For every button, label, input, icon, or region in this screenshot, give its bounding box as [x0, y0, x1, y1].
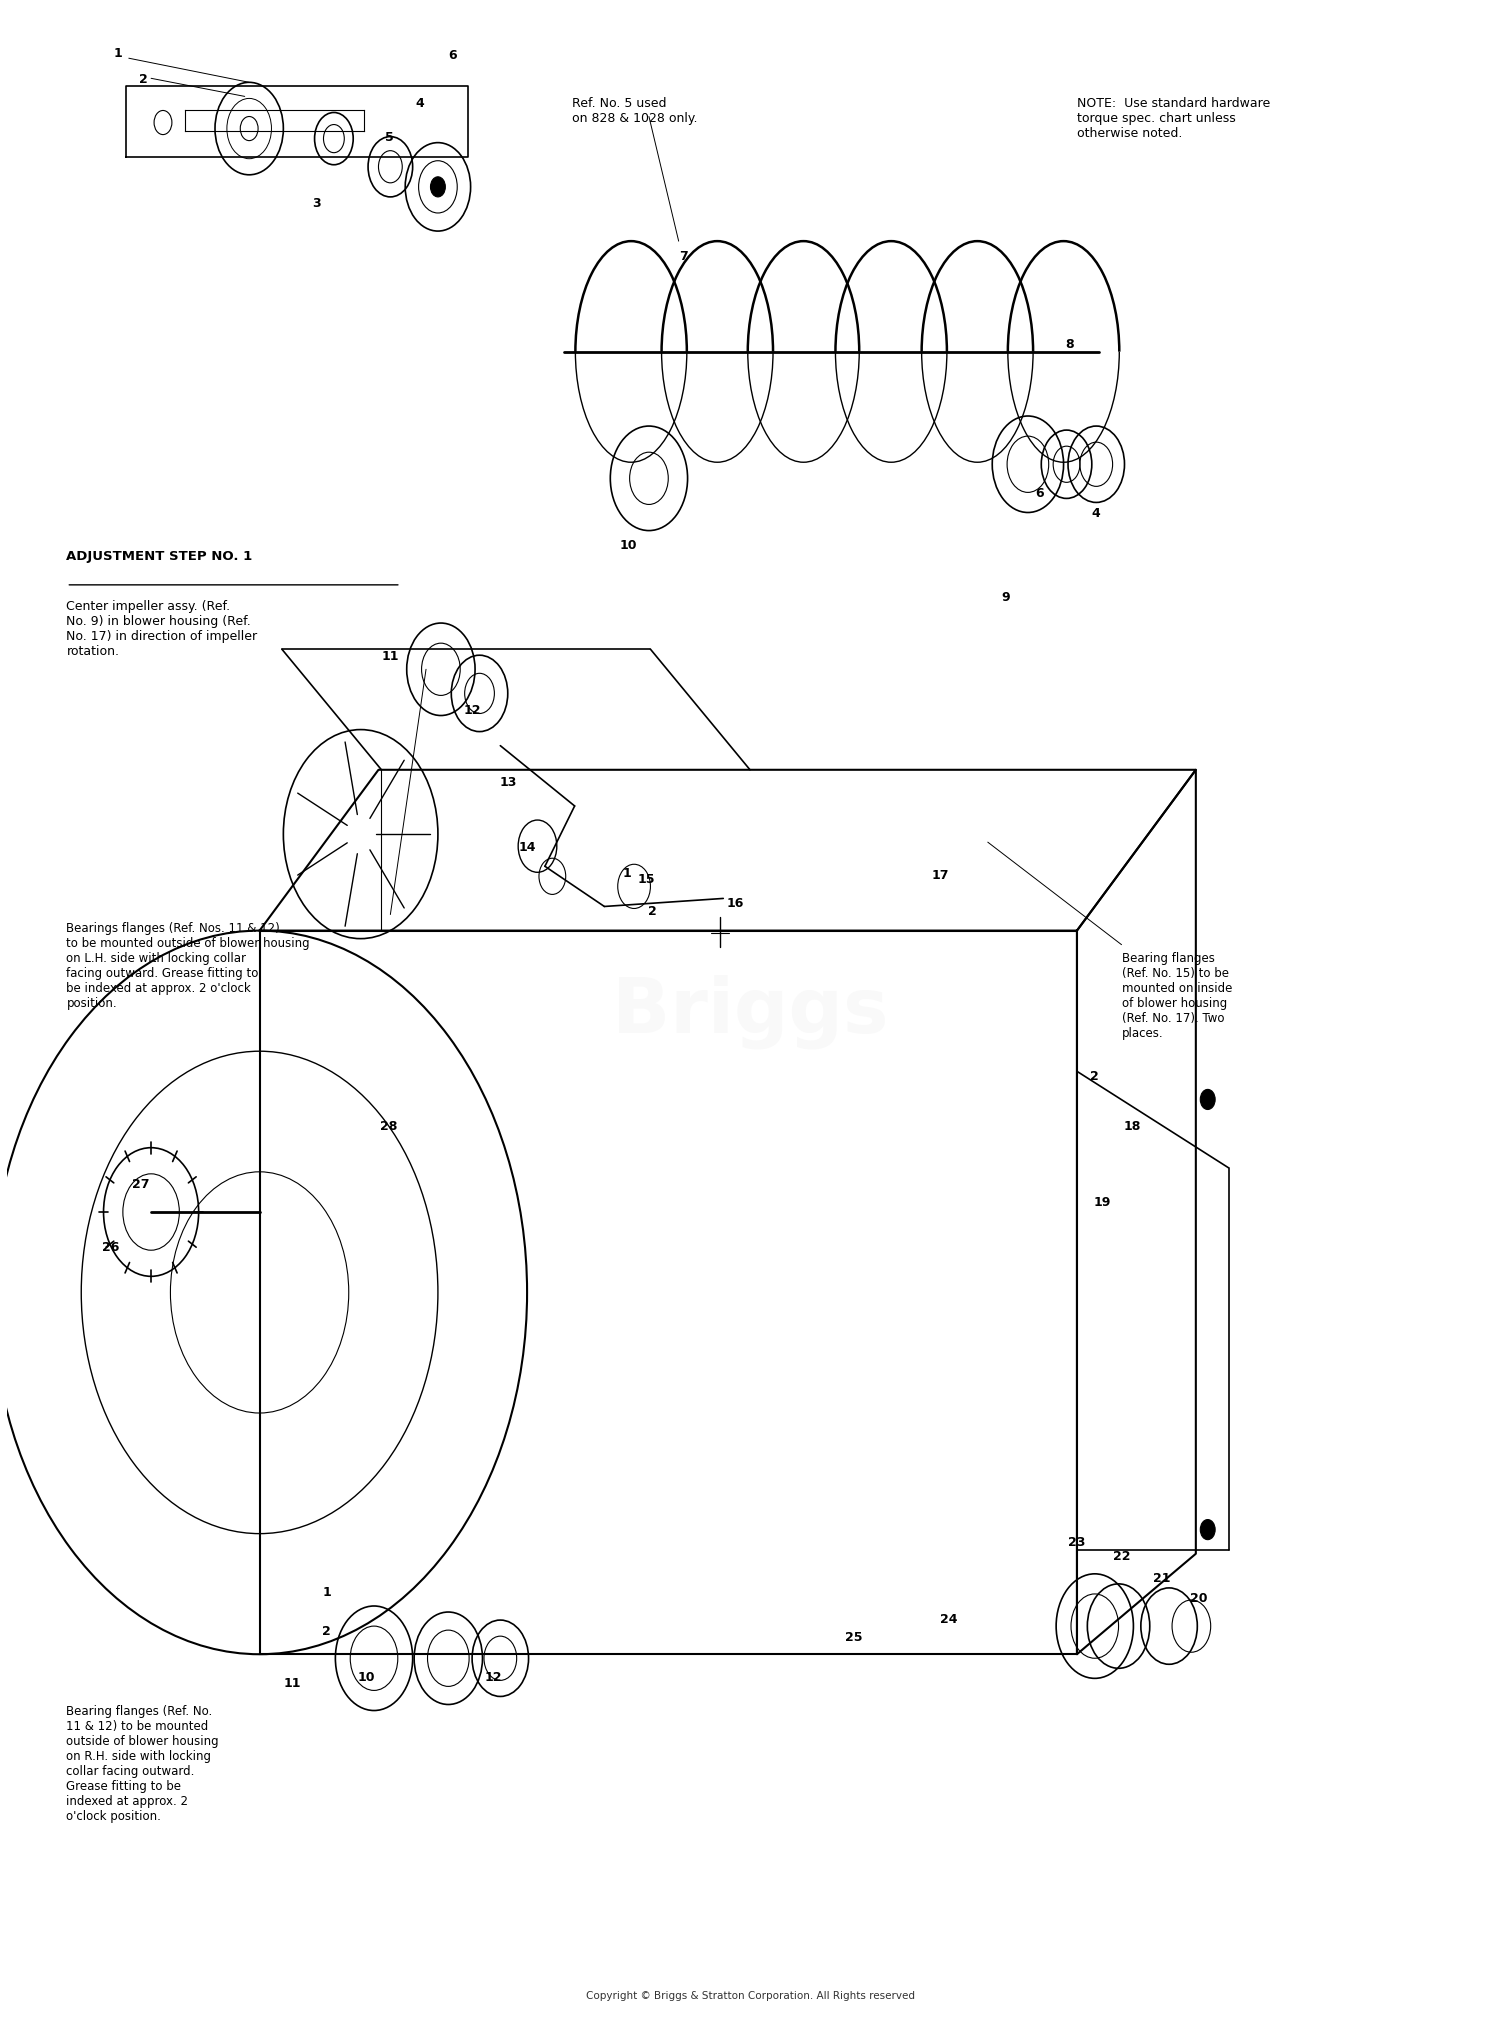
- Text: 2: 2: [140, 73, 148, 85]
- Text: 2: 2: [1090, 1070, 1100, 1082]
- Text: 16: 16: [726, 896, 744, 910]
- Text: 10: 10: [358, 1671, 375, 1683]
- Text: 5: 5: [384, 131, 393, 144]
- Text: 1: 1: [322, 1586, 332, 1598]
- Text: 9: 9: [1002, 591, 1010, 605]
- Text: 11: 11: [381, 649, 399, 662]
- Text: Ref. No. 5 used
on 828 & 1028 only.: Ref. No. 5 used on 828 & 1028 only.: [572, 97, 698, 125]
- Text: 28: 28: [380, 1119, 398, 1133]
- Text: 4: 4: [416, 97, 424, 109]
- Circle shape: [430, 178, 445, 198]
- Text: 23: 23: [1068, 1535, 1086, 1548]
- Text: 2: 2: [648, 904, 657, 918]
- Text: 1: 1: [622, 866, 632, 880]
- Text: 3: 3: [312, 198, 321, 210]
- Text: Copyright © Briggs & Stratton Corporation. All Rights reserved: Copyright © Briggs & Stratton Corporatio…: [585, 1991, 915, 2001]
- Text: 12: 12: [464, 704, 482, 716]
- Text: 6: 6: [1035, 488, 1044, 500]
- Circle shape: [1200, 1090, 1215, 1111]
- Text: 14: 14: [519, 840, 536, 854]
- Text: 6: 6: [448, 49, 458, 61]
- Text: 26: 26: [102, 1240, 120, 1252]
- Text: 25: 25: [846, 1631, 862, 1643]
- Text: 19: 19: [1094, 1196, 1112, 1210]
- Text: 21: 21: [1154, 1572, 1170, 1584]
- Circle shape: [1200, 1519, 1215, 1540]
- Text: 1: 1: [114, 47, 123, 59]
- Text: 15: 15: [638, 872, 654, 886]
- Text: 22: 22: [1113, 1550, 1131, 1562]
- Text: Bearings flanges (Ref. Nos. 11 & 12)
to be mounted outside of blower housing
on : Bearings flanges (Ref. Nos. 11 & 12) to …: [66, 920, 310, 1009]
- Text: ADJUSTMENT STEP NO. 1: ADJUSTMENT STEP NO. 1: [66, 550, 252, 562]
- Text: 8: 8: [1065, 338, 1074, 350]
- Text: Briggs: Briggs: [612, 975, 888, 1048]
- Text: Center impeller assy. (Ref.
No. 9) in blower housing (Ref.
No. 17) in direction : Center impeller assy. (Ref. No. 9) in bl…: [66, 599, 258, 657]
- Text: 2: 2: [322, 1624, 332, 1637]
- Text: 12: 12: [484, 1671, 501, 1683]
- Text: 7: 7: [678, 249, 687, 263]
- Text: 20: 20: [1190, 1592, 1208, 1604]
- Text: 27: 27: [132, 1177, 150, 1192]
- Text: 11: 11: [284, 1675, 302, 1689]
- Text: 17: 17: [932, 868, 950, 882]
- Text: 4: 4: [1092, 506, 1101, 520]
- Text: NOTE:  Use standard hardware
torque spec. chart unless
otherwise noted.: NOTE: Use standard hardware torque spec.…: [1077, 97, 1270, 140]
- Text: 24: 24: [940, 1612, 958, 1624]
- Text: 13: 13: [500, 777, 516, 789]
- Text: 18: 18: [1124, 1119, 1140, 1133]
- Text: 10: 10: [620, 538, 638, 552]
- Text: Bearing flanges (Ref. No.
11 & 12) to be mounted
outside of blower housing
on R.: Bearing flanges (Ref. No. 11 & 12) to be…: [66, 1705, 219, 1823]
- Text: Bearing flanges
(Ref. No. 15) to be
mounted on inside
of blower housing
(Ref. No: Bearing flanges (Ref. No. 15) to be moun…: [1122, 951, 1232, 1040]
